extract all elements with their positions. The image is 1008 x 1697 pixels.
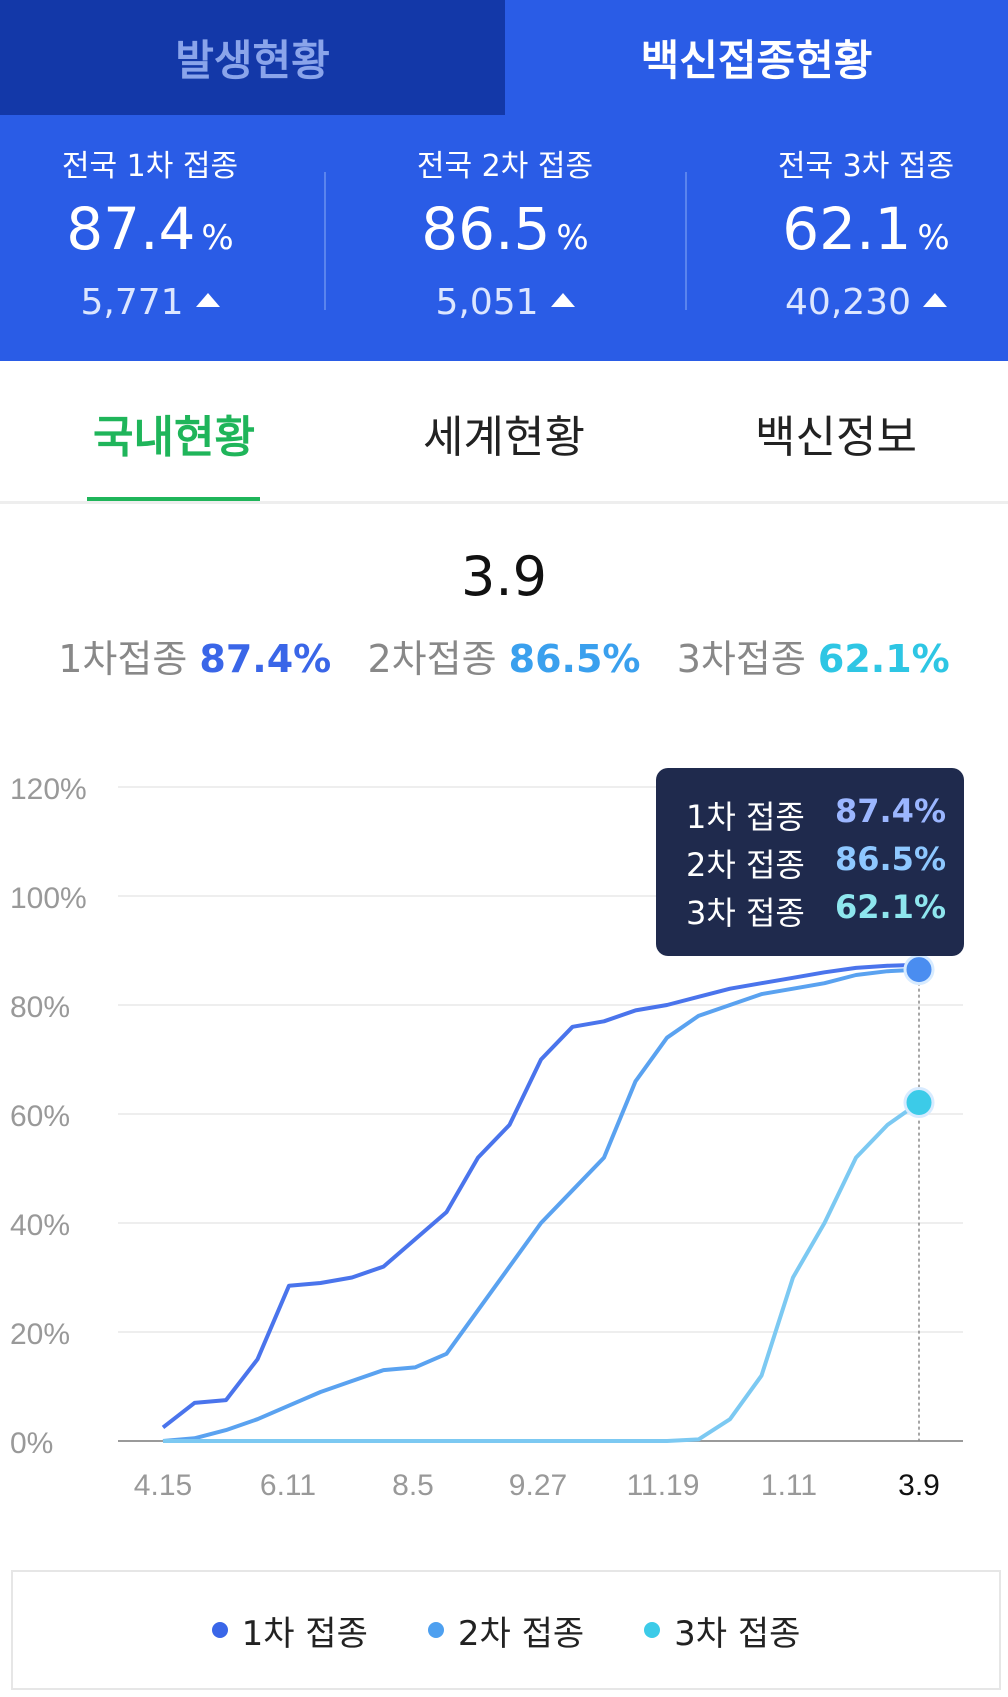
- x-tick-label: 9.27: [509, 1469, 567, 1502]
- y-tick-label: 60%: [10, 1100, 70, 1133]
- up-arrow-icon: [550, 293, 575, 307]
- y-tick-label: 0%: [10, 1427, 53, 1460]
- stat-percent: 87.4%: [66, 195, 234, 263]
- tooltip-row: 2차 접종 86.5%: [686, 840, 946, 886]
- tooltip-label: 3차 접종: [686, 894, 805, 932]
- summary-label-dose3: 3차접종: [676, 637, 806, 681]
- stat-dose3: 전국 3차 접종 62.1% 40,230: [716, 145, 1008, 328]
- y-tick-label: 40%: [10, 1209, 70, 1242]
- summary-label-dose1: 1차접종: [58, 637, 188, 681]
- stat-percent: 62.1%: [782, 195, 950, 263]
- summary-label-dose2: 2차접종: [367, 637, 497, 681]
- active-tab-underline: [87, 497, 260, 501]
- legend-item-dose1[interactable]: 1차 접종: [211, 1606, 368, 1655]
- series-line-1: [161, 962, 920, 1429]
- x-tick-label: 11.19: [627, 1469, 700, 1502]
- stat-change: 5,051: [355, 278, 655, 328]
- stat-label: 전국 1차 접종: [61, 149, 239, 184]
- up-arrow-icon: [922, 293, 947, 307]
- tooltip-label: 2차 접종: [686, 846, 805, 884]
- subtab-vaccine-info[interactable]: 백신정보: [755, 412, 917, 463]
- vaccination-line-chart[interactable]: 0% 20% 40% 60% 80% 100% 120% 4.15 6.11 8.5 9.27 11.…: [0, 740, 1008, 1520]
- divider: [324, 172, 326, 310]
- tooltip-value: 86.5%: [834, 840, 946, 878]
- legend-item-dose3[interactable]: 3차 접종: [644, 1606, 800, 1655]
- stat-percent: 86.5%: [421, 195, 589, 263]
- y-tick-label: 100%: [10, 882, 87, 915]
- summary-value-dose2: 86.5%: [508, 637, 641, 681]
- summary-line: 1차접종 87.4% 2차접종 86.5% 3차접종 62.1%: [0, 628, 1008, 683]
- stat-dose2: 전국 2차 접종 86.5% 5,051: [355, 145, 655, 328]
- tooltip-value: 62.1%: [834, 888, 946, 926]
- legend-item-dose2[interactable]: 2차 접종: [427, 1606, 585, 1655]
- tooltip-value: 87.4%: [834, 792, 946, 830]
- y-tick-label: 120%: [10, 773, 87, 806]
- up-arrow-icon: [195, 293, 220, 307]
- series-line-2: [162, 967, 920, 1443]
- end-point-marker: [903, 954, 935, 986]
- selected-date: 3.9: [461, 545, 547, 608]
- y-tick-label: 80%: [10, 991, 70, 1024]
- legend-dot-icon: [427, 1622, 444, 1638]
- tab-occurrence[interactable]: 발생현황: [0, 0, 505, 115]
- chart-legend: 1차 접종 2차 접종 3차 접종: [11, 1570, 1001, 1690]
- x-tick-label: 8.5: [392, 1469, 434, 1502]
- y-tick-label: 20%: [10, 1318, 70, 1351]
- legend-label: 2차 접종: [457, 1613, 585, 1654]
- divider: [685, 172, 687, 310]
- end-point-marker: [903, 1087, 935, 1119]
- x-tick-label: 6.11: [260, 1469, 316, 1502]
- legend-label: 3차 접종: [674, 1613, 801, 1654]
- series-line-3: [163, 1100, 921, 1443]
- tooltip-row: 1차 접종 87.4%: [686, 792, 946, 838]
- legend-dot-icon: [644, 1622, 661, 1638]
- tooltip-label: 1차 접종: [686, 798, 805, 836]
- legend-label: 1차 접종: [241, 1613, 368, 1654]
- tooltip-row: 3차 접종 62.1%: [686, 888, 946, 934]
- tab-vaccination[interactable]: 백신접종현황: [640, 36, 873, 85]
- x-tick-label: 4.15: [134, 1469, 192, 1502]
- summary-value-dose1: 87.4%: [199, 637, 332, 681]
- stat-label: 전국 2차 접종: [416, 149, 594, 184]
- legend-dot-icon: [211, 1622, 228, 1638]
- stat-label: 전국 3차 접종: [777, 149, 955, 184]
- x-tick-label: 1.11: [761, 1469, 817, 1502]
- chart-tooltip: 1차 접종 87.4% 2차 접종 86.5% 3차 접종 62.1%: [656, 768, 964, 956]
- top-header: 발생현황 백신접종현황 전국 1차 접종 87.4% 5,771 전국 2차 접…: [0, 0, 1008, 361]
- subtab-world[interactable]: 세계현황: [423, 412, 585, 463]
- stat-change: 5,771: [0, 278, 300, 328]
- sub-tabs: 국내현황 세계현황 백신정보: [0, 361, 1008, 504]
- x-tick-label: 3.9: [898, 1469, 940, 1502]
- stat-change: 40,230: [716, 278, 1008, 328]
- subtab-domestic[interactable]: 국내현황: [93, 412, 255, 463]
- summary-value-dose3: 62.1%: [817, 637, 950, 681]
- stat-dose1: 전국 1차 접종 87.4% 5,771: [0, 145, 300, 328]
